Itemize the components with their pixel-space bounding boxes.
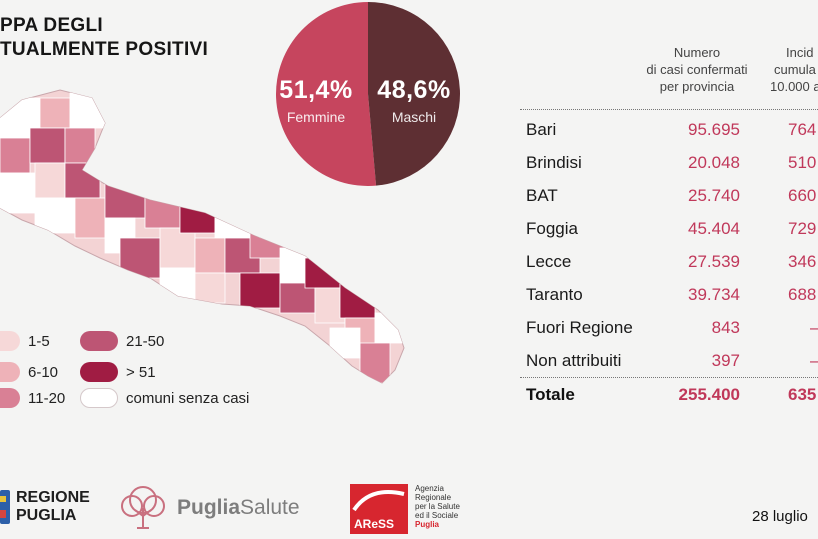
legend-item-over-51: > 51 (80, 362, 156, 382)
legend-swatch (0, 331, 20, 351)
pie-female-pct: 51,4% (279, 76, 353, 104)
table-row: Lecce 27.539 346 (520, 246, 818, 279)
province-name: Foggia (526, 219, 578, 238)
province-incidence: 729 (788, 219, 817, 238)
aress-desc-line: Agenzia (415, 484, 444, 493)
legend-swatch (0, 388, 20, 408)
regione-puglia-logo: REGIONE PUGLIA (0, 486, 90, 528)
pie-female-label: Femmine (286, 109, 346, 125)
report-date: 28 luglio (752, 508, 808, 525)
regione-line-1: REGIONE (16, 489, 90, 506)
pie-slice-female (276, 2, 377, 186)
province-name: BAT (526, 186, 558, 205)
province-incidence: – (810, 351, 818, 371)
total-cases: 255.400 (678, 385, 740, 404)
legend-swatch (0, 362, 20, 382)
header-cases-line: Numero (673, 45, 721, 60)
province-incidence: 510 (788, 153, 817, 172)
table-row: Foggia 45.404 729 (520, 213, 818, 246)
aress-logo: AReSS Agenzia Regionale per la Salute ed… (350, 484, 460, 534)
pie-male-label-group: 48,6% Maschi (368, 76, 460, 125)
pie-slice-male (368, 2, 460, 186)
table-row: Non attribuiti 397 – (520, 345, 818, 378)
aress-desc-line: ed il Sociale (415, 511, 459, 520)
regione-line-2: PUGLIA (16, 507, 77, 524)
total-incidence: 635 (788, 385, 817, 404)
province-name: Taranto (526, 285, 583, 304)
map-title: PPA DEGLI TUALMENTE POSITIVI (0, 14, 208, 62)
table-total-row: Totale 255.400 635 (520, 379, 818, 412)
pie-female-label-group: 51,4% Femmine (270, 76, 362, 125)
header-cases: Numero di casi confermati per provincia (628, 44, 766, 95)
province-name: Bari (526, 120, 557, 139)
legend-item-1-5: 1-5 (0, 331, 50, 351)
table-row: Fuori Regione 843 – (520, 312, 818, 345)
table-total-rule (520, 377, 818, 378)
province-cases: 39.734 (688, 285, 740, 304)
province-cases: 95.695 (688, 120, 740, 139)
province-name: Non attribuiti (526, 351, 622, 370)
puglia-salute-b: Salute (240, 496, 300, 519)
table-row: Bari 95.695 764 (520, 114, 818, 147)
legend-swatch (80, 388, 118, 408)
puglia-map (0, 89, 405, 384)
title-line-1: PPA DEGLI (0, 15, 103, 36)
province-name: Fuori Regione (526, 318, 633, 337)
legend-item-11-20: 11-20 (0, 388, 65, 408)
header-incidence-line: cumula (774, 62, 816, 77)
legend-item-no-cases: comuni senza casi (80, 388, 249, 408)
regione-puglia-crest-icon (0, 490, 10, 524)
table-row: BAT 25.740 660 (520, 180, 818, 213)
aress-desc-line: per la Salute (415, 502, 460, 511)
province-incidence: 660 (788, 186, 817, 205)
aress-logo-text: AReSS (354, 517, 395, 531)
header-incidence: Incid cumula 10.000 a (770, 44, 818, 95)
legend-label: 21-50 (126, 332, 165, 350)
legend-swatch (80, 362, 118, 382)
province-cases: 397 (711, 351, 740, 370)
header-cases-line: per provincia (659, 79, 735, 94)
legend-item-21-50: 21-50 (80, 331, 164, 351)
legend-label: 11-20 (28, 389, 66, 407)
pie-male-label: Maschi (391, 109, 437, 125)
table-row: Taranto 39.734 688 (520, 279, 818, 312)
tree-icon (121, 486, 165, 529)
legend-item-6-10: 6-10 (0, 362, 58, 382)
title-line-2: TUALMENTE POSITIVI (0, 39, 209, 60)
legend-label: 1-5 (28, 332, 50, 350)
header-incidence-line: Incid (786, 45, 814, 60)
province-cases: 25.740 (688, 186, 740, 205)
province-name: Brindisi (526, 153, 582, 172)
aress-mark-icon: AReSS (350, 484, 408, 534)
province-name: Lecce (526, 252, 572, 271)
aress-desc-line: Regionale (415, 493, 452, 502)
puglia-salute-a: Puglia (177, 496, 241, 519)
header-incidence-line: 10.000 a (770, 79, 818, 94)
province-incidence: – (810, 318, 818, 338)
table-row: Brindisi 20.048 510 (520, 147, 818, 180)
province-cases: 27.539 (688, 252, 740, 271)
aress-region: Puglia (415, 520, 440, 529)
legend-label: > 51 (126, 363, 156, 381)
header-cases-line: di casi confermati (646, 62, 748, 77)
province-incidence: 688 (788, 285, 817, 304)
gender-pie-chart (276, 2, 460, 186)
legend-swatch (80, 331, 118, 351)
legend-label: comuni senza casi (126, 389, 250, 407)
province-cases: 20.048 (688, 153, 740, 172)
province-cases: 45.404 (688, 219, 740, 238)
pie-male-pct: 48,6% (377, 76, 451, 104)
table-top-rule (520, 109, 818, 110)
province-incidence: 346 (788, 252, 817, 271)
legend-label: 6-10 (28, 363, 59, 381)
province-cases: 843 (711, 318, 740, 337)
province-incidence: 764 (788, 120, 817, 139)
puglia-salute-logo: PugliaSalute (117, 484, 300, 532)
total-label: Totale (526, 385, 575, 404)
